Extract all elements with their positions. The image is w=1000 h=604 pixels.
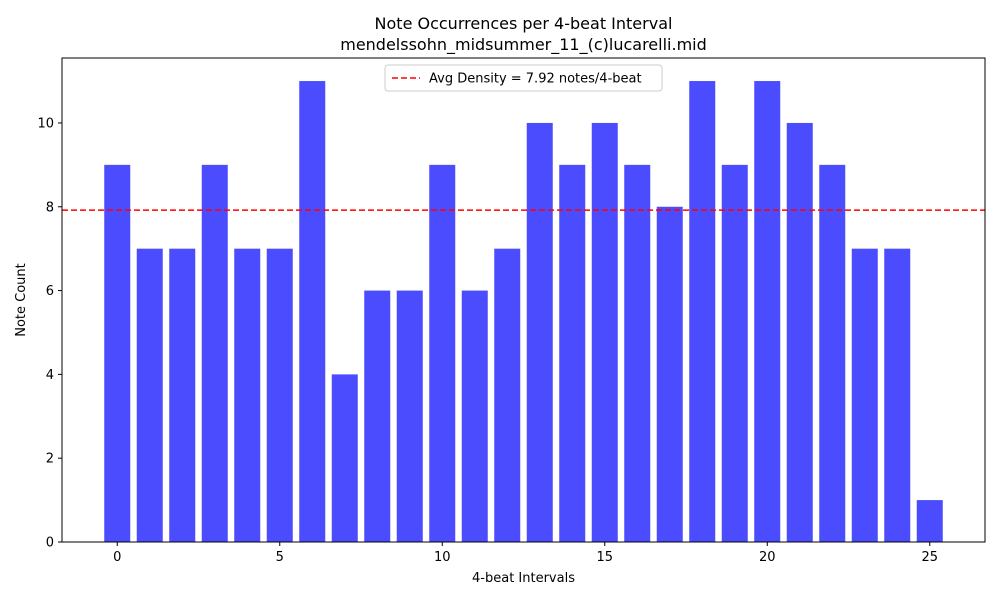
bar-20: [754, 81, 781, 543]
x-axis-ticks: 0 5 10 15 20 25: [113, 542, 938, 565]
x-tick-label-25: 25: [921, 550, 938, 565]
x-tick-label-20: 20: [759, 550, 776, 565]
x-tick-label-15: 15: [596, 550, 613, 565]
bar-23: [851, 248, 878, 542]
bar-22: [819, 164, 846, 542]
bar-14: [559, 164, 586, 542]
bar-15: [591, 122, 618, 542]
bar-5: [266, 248, 293, 542]
bar-12: [494, 248, 521, 542]
bar-1: [136, 248, 163, 542]
bar-7: [331, 374, 358, 542]
bar-3: [201, 164, 228, 542]
y-tick-label-4: 4: [46, 368, 54, 383]
bar-24: [884, 248, 911, 542]
bar-4: [234, 248, 261, 542]
y-tick-label-2: 2: [46, 452, 54, 467]
bar-9: [396, 290, 423, 542]
legend-label: Avg Density = 7.92 notes/4-beat: [429, 72, 642, 87]
bar-17: [656, 206, 683, 542]
y-axis-ticks: 0 2 4 6 8 10: [37, 116, 62, 551]
legend-box: [384, 64, 663, 92]
chart-subtitle: mendelssohn_midsummer_11_(c)lucarelli.mi…: [340, 35, 707, 55]
legend: Avg Density = 7.92 notes/4-beat: [384, 64, 663, 92]
bar-19: [721, 164, 748, 542]
bar-8: [364, 290, 391, 542]
bar-11: [461, 290, 488, 542]
x-tick-label-10: 10: [434, 550, 451, 565]
bars-group: [104, 81, 943, 543]
chart-title: Note Occurrences per 4-beat Interval: [375, 14, 673, 33]
plot-frame: [61, 57, 986, 543]
x-tick-label-5: 5: [276, 550, 284, 565]
bar-2: [169, 248, 196, 542]
bar-0: [104, 164, 131, 542]
y-tick-label-0: 0: [46, 536, 54, 551]
x-axis-label: 4-beat Intervals: [472, 571, 575, 586]
bar-6: [299, 81, 326, 543]
y-tick-label-10: 10: [37, 116, 54, 131]
bar-10: [429, 164, 456, 542]
y-axis-label: Note Count: [14, 263, 29, 337]
y-tick-label-8: 8: [46, 200, 54, 215]
bar-25: [916, 500, 943, 542]
bar-21: [786, 122, 813, 542]
bar-13: [526, 122, 553, 542]
x-tick-label-0: 0: [113, 550, 121, 565]
bar-16: [624, 164, 651, 542]
y-tick-label-6: 6: [46, 284, 54, 299]
bar-18: [689, 81, 716, 543]
